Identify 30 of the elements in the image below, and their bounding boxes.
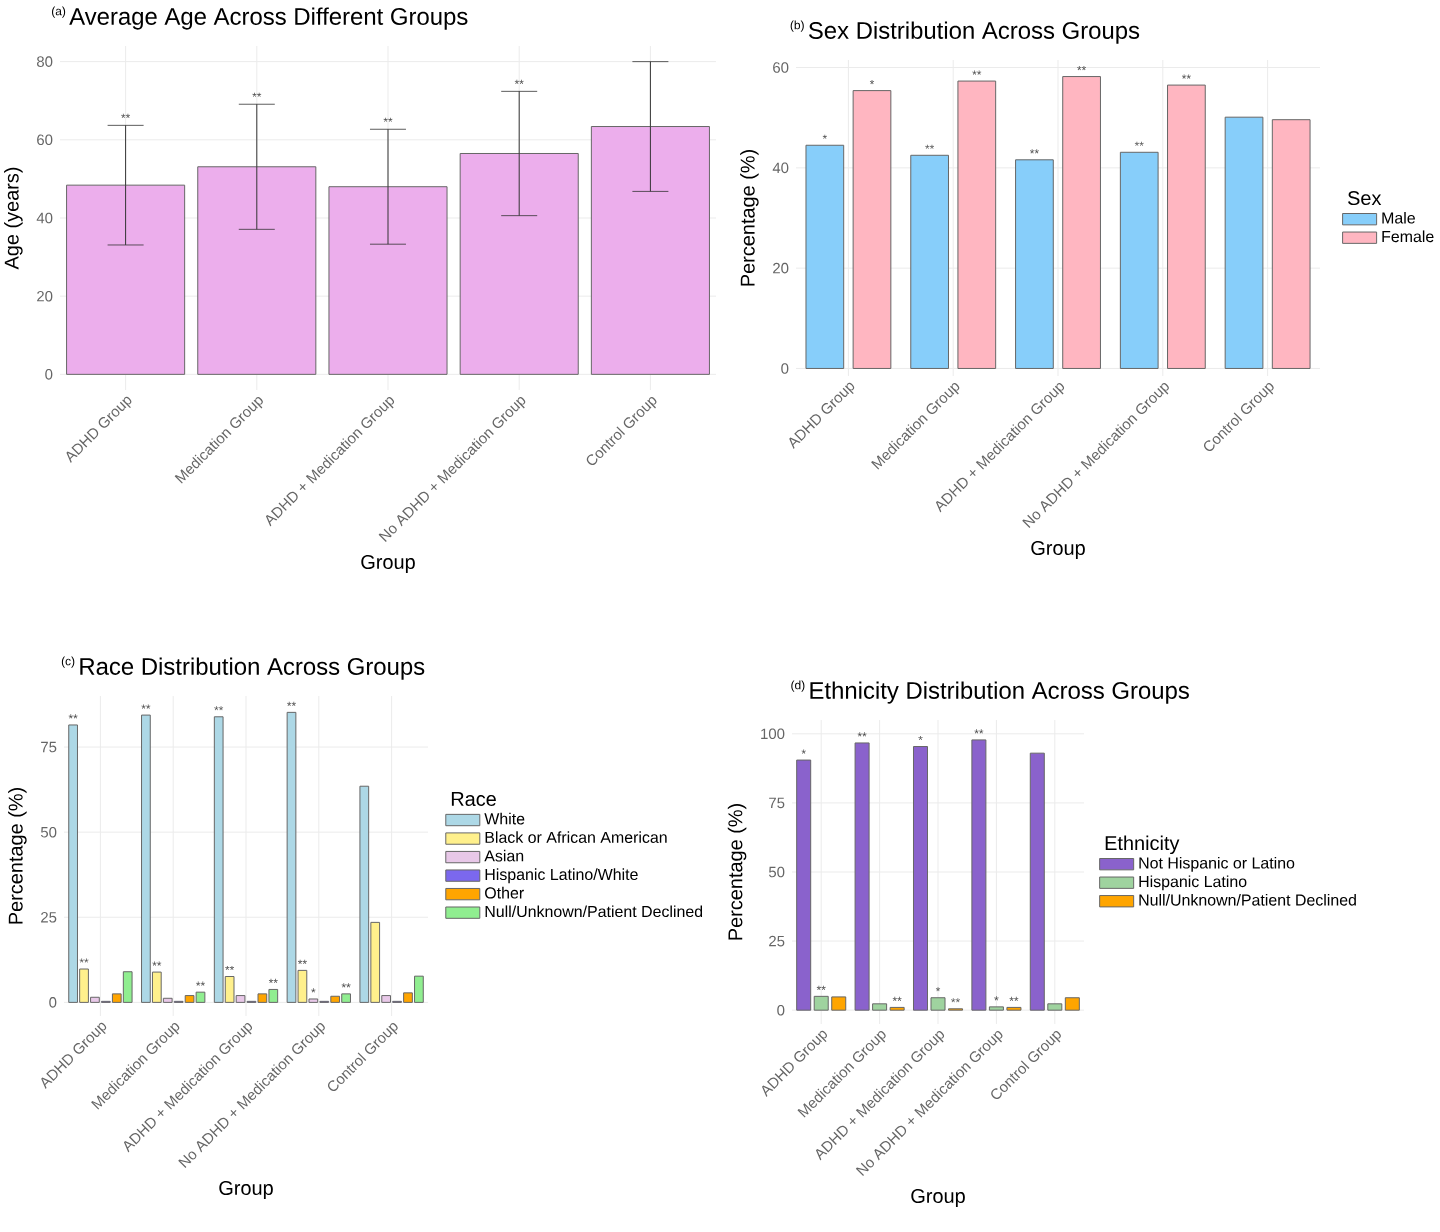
x-axis-title: Group [361, 554, 415, 573]
chart-title: Sex Distribution Across Groups [808, 21, 1140, 44]
bar [328, 186, 448, 375]
bar [852, 90, 892, 369]
bar [1167, 84, 1206, 369]
bar [805, 144, 845, 369]
bar [910, 154, 949, 369]
y-axis-title: Percentage (%) [727, 804, 747, 940]
bar [1015, 159, 1054, 369]
legend-title: Ethnicity [1105, 835, 1180, 855]
y-axis-title: Percentage (%) [740, 150, 759, 286]
x-axis-title: Group [1031, 540, 1085, 559]
x-axis-title: Group [219, 1180, 273, 1199]
bar [66, 184, 186, 375]
y-axis-title: Percentage (%) [8, 788, 27, 924]
bar [1224, 116, 1264, 369]
chart-title: Ethnicity Distribution Across Groups [810, 681, 1189, 704]
bar [1271, 119, 1311, 369]
chart-title: Race Distribution Across Groups [80, 657, 425, 680]
bar [1119, 151, 1159, 369]
y-axis-title: Age (years) [4, 167, 23, 270]
bar [590, 126, 710, 375]
chart-title: Average Age Across Different Groups [69, 7, 468, 30]
bar [957, 80, 997, 369]
bar [1062, 76, 1101, 369]
bar [197, 166, 317, 375]
legend-title: Race [451, 792, 496, 806]
x-axis-title: Group [911, 1188, 965, 1207]
legend-title: Sex [1347, 191, 1382, 206]
bar [459, 152, 579, 375]
